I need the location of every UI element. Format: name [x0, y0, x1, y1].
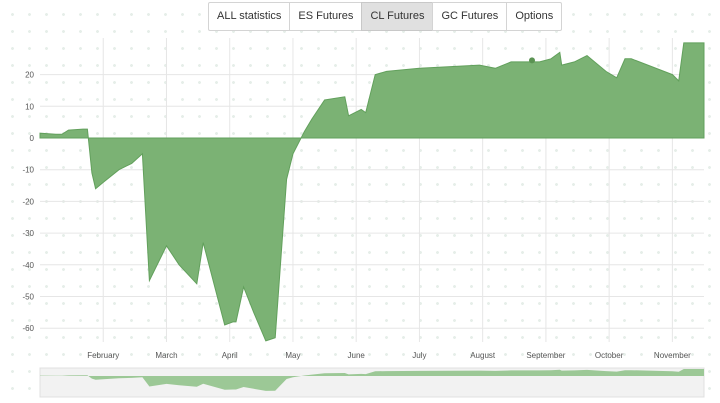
- y-tick-label: 10: [25, 102, 34, 111]
- hover-marker: [528, 57, 535, 64]
- y-tick-label: -40: [22, 261, 34, 270]
- range-navigator[interactable]: [39, 367, 705, 398]
- area-series: [39, 42, 705, 342]
- y-tick-label: 20: [25, 71, 34, 80]
- y-tick-label: -30: [22, 229, 34, 238]
- y-tick-label: -10: [22, 166, 34, 175]
- tab-es-futures[interactable]: ES Futures: [289, 2, 363, 31]
- x-tick-label: June: [348, 351, 366, 360]
- tab-cl-futures[interactable]: CL Futures: [361, 2, 434, 31]
- area-series-fill: [39, 42, 705, 342]
- x-tick-label: April: [222, 351, 238, 360]
- x-tick-label: August: [470, 351, 496, 360]
- x-tick-label: May: [285, 351, 300, 360]
- data-point-marker: [528, 57, 535, 64]
- x-tick-label: March: [155, 351, 177, 360]
- navigator-series: [40, 369, 704, 391]
- x-tick-label: September: [526, 351, 565, 360]
- x-tick-label: November: [654, 351, 691, 360]
- y-tick-label: -60: [22, 324, 34, 333]
- y-tick-label: -50: [22, 293, 34, 302]
- x-tick-label: February: [87, 351, 119, 360]
- tab-gc-futures[interactable]: GC Futures: [432, 2, 508, 31]
- statistics-tabs: ALL statistics ES Futures CL Futures GC …: [208, 2, 563, 31]
- y-tick-label: 0: [30, 134, 35, 143]
- tab-all-statistics[interactable]: ALL statistics: [208, 2, 291, 31]
- y-axis: 20 10 0 -10 -20 -30 -40 -50 -60: [22, 71, 34, 334]
- x-axis: February March April May June July August Septe…: [87, 351, 691, 360]
- tab-options[interactable]: Options: [506, 2, 563, 31]
- y-tick-label: -20: [22, 197, 34, 206]
- x-tick-label: July: [412, 351, 426, 360]
- x-tick-label: October: [595, 351, 624, 360]
